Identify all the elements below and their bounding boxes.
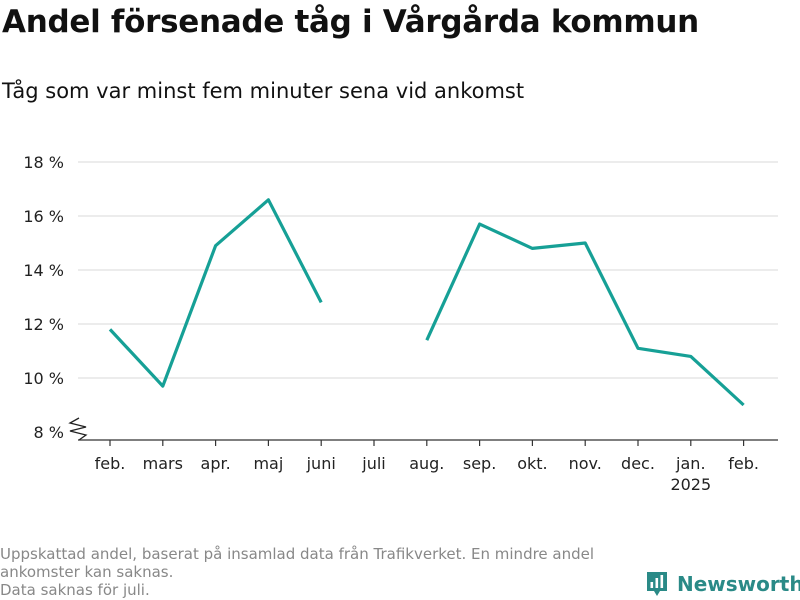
x-axis: feb. mars apr. maj juni juli aug. sep. okt. nov. d… [78, 439, 778, 494]
series-line-segment [425, 222, 745, 407]
x-tick-label: okt. [517, 454, 547, 473]
x-tick-label: dec. [621, 454, 655, 473]
x-tick-label: feb. [95, 454, 126, 473]
y-tick-label: 14 % [23, 261, 64, 280]
series-line-segment [108, 198, 323, 388]
chart-title: Andel försenade tåg i Vårgårda kommun [2, 4, 699, 40]
x-tick-label: maj [253, 454, 283, 473]
x-tick-label: juli [361, 454, 385, 473]
footnote-line-1: Uppskattad andel, baserat på insamlad da… [0, 545, 595, 581]
footnote: Uppskattad andel, baserat på insamlad da… [0, 545, 630, 599]
series-lines [108, 198, 745, 407]
brand-name: Newsworthy [677, 572, 800, 596]
y-tick-label: 12 % [23, 315, 64, 334]
brand-logo: Newsworthy [645, 570, 800, 598]
x-tick-label: nov. [569, 454, 602, 473]
x-tick-label: juni [306, 454, 336, 473]
y-tick-label: 8 % [34, 423, 64, 442]
y-axis-ticks: 8 % 10 % 12 % 14 % 16 % 18 % [23, 153, 88, 442]
line-chart: 8 % 10 % 12 % 14 % 16 % 18 % feb. mars apr. maj j… [23, 153, 778, 494]
axis-break-icon [68, 417, 88, 441]
x-tick-sublabel: 2025 [670, 475, 711, 494]
x-tick-label: mars [143, 454, 183, 473]
footnote-line-2: Data saknas för juli. [0, 581, 150, 599]
chart-subtitle: Tåg som var minst fem minuter sena vid a… [2, 79, 525, 103]
y-tick-label: 18 % [23, 153, 64, 172]
y-tick-label: 16 % [23, 207, 64, 226]
x-tick-label: jan. [675, 454, 705, 473]
y-tick-label: 10 % [23, 369, 64, 388]
x-tick-label: aug. [409, 454, 444, 473]
x-tick-label: feb. [728, 454, 759, 473]
x-tick-label: apr. [201, 454, 231, 473]
x-tick-label: sep. [463, 454, 496, 473]
gridlines [78, 161, 778, 379]
bar-chart-logo-icon [647, 572, 667, 596]
